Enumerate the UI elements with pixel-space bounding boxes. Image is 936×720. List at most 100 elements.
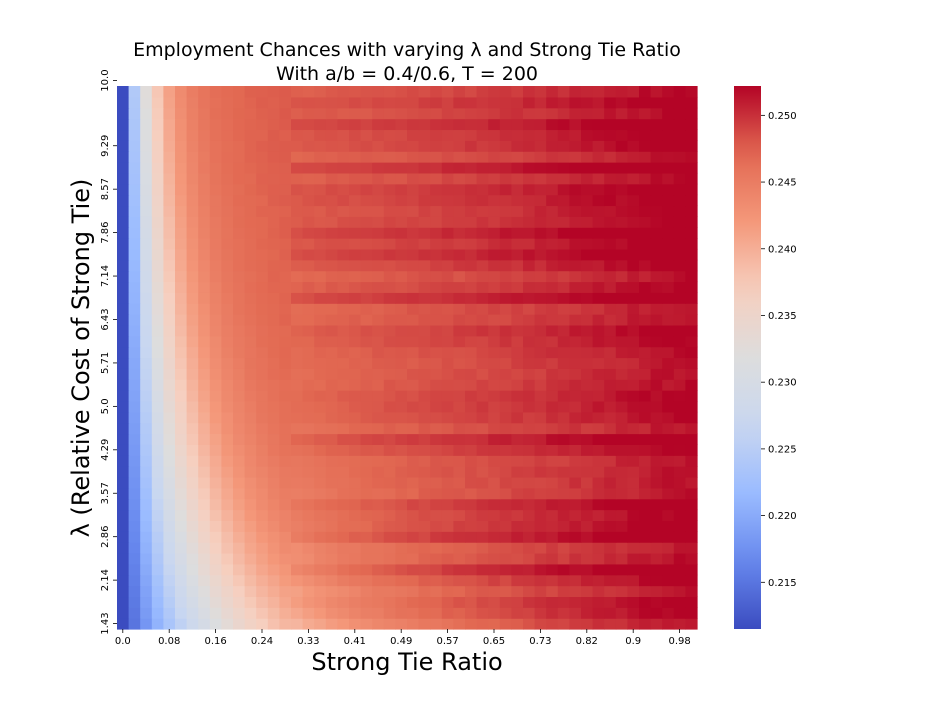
heatmap-cell — [418, 281, 431, 293]
heatmap-cell — [395, 509, 408, 521]
heatmap-cell — [395, 390, 408, 402]
heatmap-cell — [430, 248, 443, 261]
heatmap-cell — [615, 314, 628, 326]
heatmap-cell — [337, 574, 350, 587]
heatmap-cell — [209, 390, 222, 402]
heatmap-cell — [267, 618, 280, 630]
heatmap-cell — [511, 151, 524, 163]
heatmap-cell — [523, 314, 536, 326]
heatmap-cell — [349, 238, 362, 250]
heatmap-cell — [209, 368, 222, 380]
heatmap-cell — [302, 542, 315, 554]
heatmap-cell — [325, 346, 338, 359]
heatmap-cell — [198, 118, 211, 131]
heatmap-cell — [128, 216, 141, 228]
heatmap-cell — [302, 162, 315, 174]
heatmap-cell — [279, 216, 292, 228]
heatmap-cell — [407, 563, 420, 576]
heatmap-cell — [511, 487, 524, 500]
heatmap-cell — [140, 563, 153, 576]
heatmap-cell — [650, 444, 663, 456]
heatmap-cell — [557, 248, 570, 261]
heatmap-cell — [650, 455, 663, 467]
heatmap-cell — [476, 542, 489, 554]
heatmap-cell — [488, 259, 501, 272]
heatmap-cell — [198, 542, 211, 554]
heatmap-cell — [430, 238, 443, 250]
heatmap-cell — [163, 324, 176, 337]
heatmap-cell — [685, 183, 698, 196]
heatmap-cell — [383, 411, 396, 424]
heatmap-cell — [499, 248, 512, 261]
heatmap-cell — [418, 216, 431, 228]
heatmap-cell — [546, 259, 559, 272]
heatmap-cell — [395, 140, 408, 152]
heatmap-cell — [453, 411, 466, 424]
heatmap-cell — [418, 118, 431, 131]
heatmap-cell — [221, 259, 234, 272]
heatmap-cell — [639, 444, 652, 456]
heatmap-cell — [534, 172, 547, 185]
heatmap-cell — [453, 368, 466, 380]
heatmap-cell — [430, 270, 443, 283]
heatmap-cell — [244, 303, 257, 315]
heatmap-cell — [511, 96, 524, 109]
heatmap-cell — [639, 248, 652, 261]
heatmap-cell — [441, 107, 454, 120]
heatmap-cell — [163, 96, 176, 109]
heatmap-cell — [534, 281, 547, 293]
heatmap-cell — [256, 411, 269, 424]
heatmap-cell — [221, 292, 234, 304]
heatmap-cell — [615, 531, 628, 543]
heatmap-cell — [291, 259, 304, 272]
heatmap-cell — [592, 520, 605, 532]
heatmap-cell — [372, 238, 385, 250]
heatmap-cell — [198, 618, 211, 630]
heatmap-cell — [221, 455, 234, 467]
heatmap-cell — [372, 281, 385, 293]
heatmap-cell — [627, 346, 640, 359]
heatmap-cell — [349, 520, 362, 532]
heatmap-cell — [128, 444, 141, 456]
heatmap-cell — [140, 400, 153, 413]
heatmap-cell — [581, 292, 594, 304]
heatmap-cell — [151, 129, 164, 141]
heatmap-cell — [476, 183, 489, 196]
heatmap-cell — [639, 357, 652, 369]
heatmap-cell — [198, 259, 211, 272]
heatmap-cell — [291, 455, 304, 467]
heatmap-cell — [592, 216, 605, 228]
heatmap-cell — [557, 292, 570, 304]
heatmap-cell — [198, 314, 211, 326]
heatmap-cell — [534, 466, 547, 478]
heatmap-cell — [209, 216, 222, 228]
heatmap-cell — [256, 574, 269, 587]
heatmap-cell — [233, 444, 246, 456]
heatmap-cell — [256, 585, 269, 598]
heatmap-cell — [325, 292, 338, 304]
heatmap-cell — [546, 227, 559, 239]
heatmap-cell — [430, 466, 443, 478]
heatmap-cell — [314, 411, 327, 424]
heatmap-cell — [453, 118, 466, 131]
heatmap-cell — [673, 520, 686, 532]
heatmap-cell — [360, 585, 373, 598]
heatmap-cell — [302, 400, 315, 413]
heatmap-cell — [673, 422, 686, 435]
heatmap-cell — [233, 303, 246, 315]
heatmap-cell — [163, 563, 176, 576]
heatmap-cell — [163, 368, 176, 380]
heatmap-cell — [557, 346, 570, 359]
heatmap-cell — [279, 324, 292, 337]
heatmap-cell — [685, 270, 698, 283]
heatmap-cell — [349, 379, 362, 391]
heatmap-cell — [349, 487, 362, 500]
heatmap-cell — [407, 248, 420, 261]
heatmap-cell — [557, 140, 570, 152]
heatmap-cell — [557, 433, 570, 445]
heatmap-cell — [279, 574, 292, 587]
heatmap-cell — [360, 607, 373, 619]
heatmap-cell — [244, 368, 257, 380]
heatmap-cell — [117, 400, 130, 413]
heatmap-cell — [534, 227, 547, 239]
